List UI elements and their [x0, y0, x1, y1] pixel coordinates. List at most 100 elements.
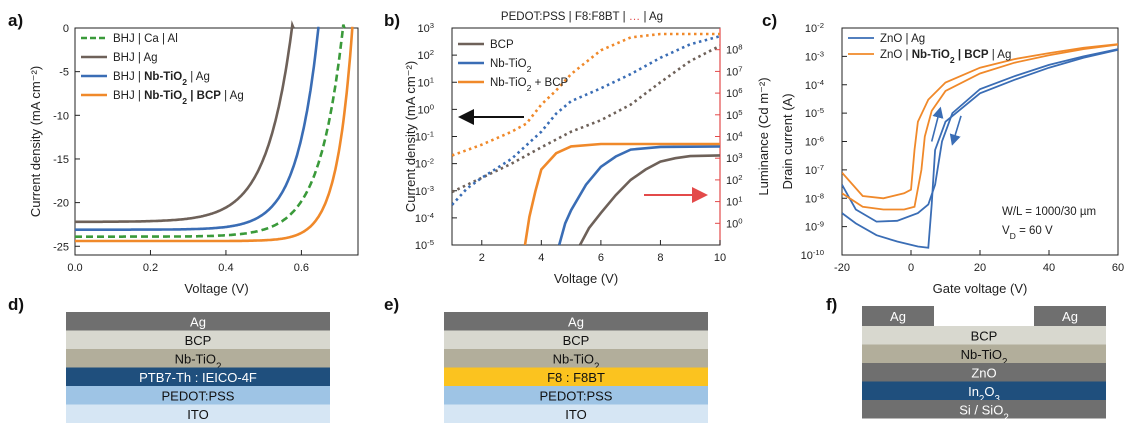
legend-label-a-part: BHJ | [113, 90, 144, 102]
legend-label-a: BHJ | Nb-TiO2 | BCP | Ag [113, 90, 244, 106]
legend-label-b: Nb-TiO2 [490, 58, 532, 74]
y2-tick-label-b-part: 10 [726, 88, 738, 100]
y-tick-label-a: -5 [59, 67, 69, 79]
y-tick-label-b-part: 10 [417, 77, 429, 89]
legend-label-a: BHJ | Nb-TiO2 | Ag [113, 71, 210, 87]
y2-tick-label-b: 108 [726, 42, 743, 57]
y-tick-label-b-part: -3 [427, 183, 434, 192]
y-tick-label-b: 10-2 [415, 156, 434, 171]
luminance-curve-0 [578, 154, 720, 245]
panel-letter-a: a) [8, 11, 23, 30]
y2-tick-label-b-part: 10 [726, 66, 738, 78]
y2-tick-label-b-part: 1 [738, 194, 742, 203]
y-tick-label-c-part: 10 [805, 51, 817, 63]
legend-label-b-part: Nb-TiO [490, 77, 527, 89]
stack-d-layer-label: ITO [187, 407, 208, 422]
current-curve-0 [452, 44, 720, 194]
x-tick-label-c: 40 [1043, 262, 1055, 274]
y-tick-label-b-part: 10 [417, 50, 429, 62]
y-tick-label-b: 100 [417, 102, 434, 117]
current-curve-2 [452, 32, 720, 157]
y-tick-label-c-part: 10 [805, 23, 817, 35]
stack-e-layer-label-part: Nb-TiO [553, 351, 594, 366]
y-tick-label-b-part: -2 [427, 156, 434, 165]
y-tick-label-b-part: 10 [415, 186, 427, 198]
x-axis-label-c: Gate voltage (V) [933, 281, 1028, 296]
legend-label-a-part: Nb-TiO [144, 90, 182, 102]
y-axis-label-a: Current density (mA cm⁻²) [28, 66, 43, 217]
y-tick-label-c: 10-10 [801, 248, 824, 263]
x-tick-label-b: 8 [657, 252, 663, 264]
stack-e-layer-rect [444, 349, 708, 368]
y-tick-label-b-part: 0 [430, 102, 434, 111]
y-tick-label-b-part: 10 [417, 104, 429, 116]
y-tick-label-b: 10-1 [415, 129, 434, 144]
y-tick-label-b-part: 10 [417, 23, 429, 35]
luminance-curve-2 [523, 142, 720, 245]
chart-title-b: PEDOT:PSS | F8:F8BT | … | Ag [501, 11, 663, 23]
y-tick-label-a: -15 [53, 154, 69, 166]
y2-tick-label-b: 102 [726, 172, 743, 187]
panel-letter-d: d) [8, 295, 24, 314]
y2-tick-label-b-part: 10 [726, 197, 738, 209]
y-tick-label-c-part: -4 [817, 77, 825, 86]
legend-label-c: ZnO | Nb-TiO2 | BCP | Ag [880, 49, 1011, 65]
y-tick-label-c-part: -9 [817, 219, 824, 228]
y-tick-label-c: 10-4 [805, 77, 825, 92]
y2-tick-label-b-part: 5 [738, 107, 742, 116]
y-tick-label-a: -10 [53, 110, 69, 122]
chart-title-b-part: … [629, 11, 641, 23]
transfer-reverse-0 [842, 48, 1118, 249]
stack-d-layer-rect [66, 349, 330, 368]
chart-title-b-part: PEDOT:PSS | F8:F8BT | [501, 11, 629, 23]
annotation-vd-part: = 60 V [1016, 225, 1053, 237]
y-tick-label-b: 10-4 [415, 210, 435, 225]
y-tick-label-c: 10-9 [805, 219, 824, 234]
y-tick-label-c-part: -7 [817, 162, 824, 171]
x-axis-label-b: Voltage (V) [554, 271, 618, 286]
legend-label-b-part: + BCP [531, 77, 568, 89]
legend-label-b-part: Nb-TiO [490, 58, 527, 70]
stack-f-electrode-label: Ag [890, 309, 906, 324]
y2-tick-label-b-part: 2 [738, 172, 742, 181]
chart-title-b-part: | Ag [640, 11, 663, 23]
stack-f-layer-label: Si / SiO2 [959, 402, 1009, 423]
y-tick-label-b-part: 1 [430, 75, 434, 84]
stack-f-layer-rect [862, 326, 1106, 345]
legend-label-a-part: 2 [182, 77, 187, 87]
stack-f-layer-label-part: 3 [994, 393, 999, 404]
stack-f-layer-label-part: Si / SiO [959, 402, 1003, 417]
luminance-curve-1 [557, 145, 720, 245]
stack-e-layer-label: Ag [568, 314, 584, 329]
transfer-forward-0 [842, 48, 1118, 223]
legend-label-b-part: 2 [527, 83, 532, 93]
stack-d-layer-rect [66, 312, 330, 331]
stack-d-layer-label: PTB7-Th : IEICO-4F [139, 370, 257, 385]
legend-label-c-part: ZnO | [880, 49, 912, 61]
stack-e-layer-rect [444, 386, 708, 405]
stack-d-layer-label: Ag [190, 314, 206, 329]
stack-f-electrode-label: Ag [1062, 309, 1078, 324]
panel-letter-c: c) [762, 11, 777, 30]
y-axis-label-c: Drain current (A) [780, 93, 795, 189]
y2-tick-label-b-part: 7 [738, 64, 742, 73]
y-tick-label-c-part: 10 [805, 165, 817, 177]
x-tick-label-c: 20 [974, 262, 986, 274]
stack-e-layer-label: BCP [563, 333, 590, 348]
y-tick-label-c: 10-2 [805, 21, 824, 36]
legend-label-a: BHJ | Ca | Al [113, 33, 178, 45]
legend-label-b: Nb-TiO2 + BCP [490, 77, 569, 93]
jv-curve-0 [75, 24, 346, 238]
y2-tick-label-b: 106 [726, 86, 743, 101]
x-tick-label-a: 0.4 [218, 262, 233, 274]
jv-curve-3 [75, 26, 354, 243]
stack-f-layer-rect [862, 344, 1106, 363]
transfer-forward-1 [842, 43, 1118, 200]
y2-tick-label-b-part: 3 [738, 151, 742, 160]
stack-f-electrode-right [1034, 306, 1106, 326]
stack-e-layer-rect [444, 404, 708, 423]
stack-f-layer-label-part: 2 [1002, 356, 1007, 367]
x-tick-label-c: -20 [834, 262, 850, 274]
